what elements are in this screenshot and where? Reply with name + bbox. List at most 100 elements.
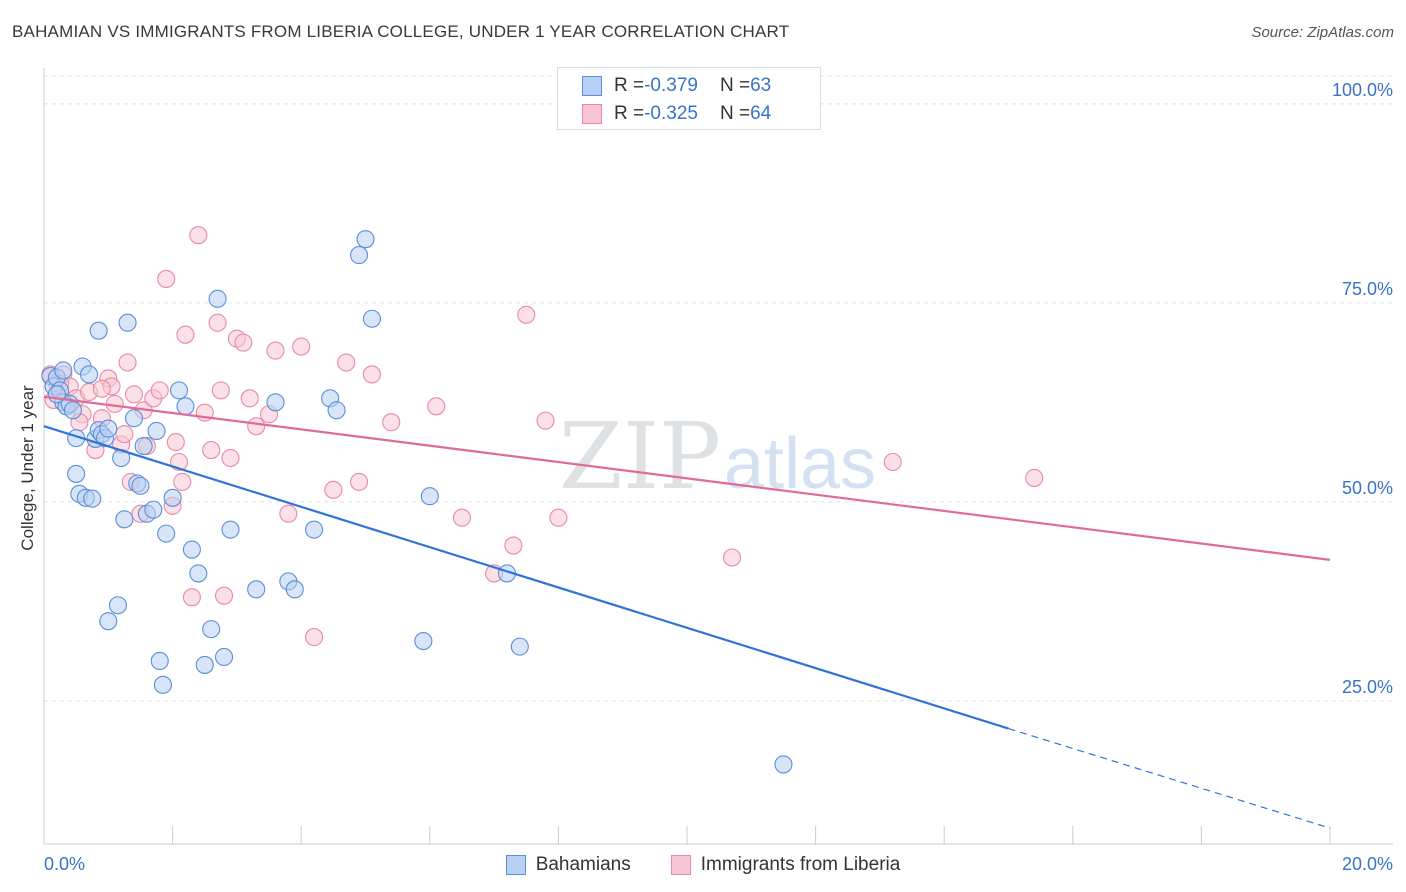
bahamian-point — [327, 401, 346, 420]
bahamian-point — [124, 409, 144, 428]
liberia-point — [118, 353, 137, 372]
r-value: -0.325 — [644, 103, 698, 124]
bahamian-point — [63, 401, 82, 420]
bahamian-point — [83, 489, 102, 508]
liberia-point — [536, 411, 555, 430]
liberia-point — [189, 226, 208, 245]
bahamian-point — [189, 564, 208, 583]
bahamian-point — [54, 361, 73, 380]
liberia-point — [722, 548, 742, 567]
source-label: Source: ZipAtlas.com — [1251, 24, 1394, 41]
legend-row-liberia: R = -0.325 N = 64 — [582, 102, 771, 126]
liberia-point — [166, 433, 185, 452]
liberia-point — [883, 452, 902, 472]
series-legend: Bahamians Immigrants from Liberia — [0, 852, 1406, 878]
bahamian-trend-extension — [1008, 728, 1331, 829]
y-tick-label: 50.0% — [1342, 478, 1393, 498]
liberia-point — [279, 504, 298, 523]
bahamian-point — [169, 381, 189, 400]
bahamian-point — [350, 246, 369, 265]
bahamian-point — [214, 647, 234, 667]
legend-swatch-blue — [505, 855, 526, 875]
y-axis-label: College, Under 1 year — [18, 385, 37, 551]
liberia-point — [150, 381, 169, 400]
bahamian-trend-line — [43, 425, 1009, 730]
bahamian-point — [67, 464, 86, 483]
liberia-point — [452, 508, 472, 527]
legend-item-bahamians: Bahamians — [505, 854, 631, 876]
liberia-point — [427, 397, 446, 416]
bahamian-point — [510, 637, 529, 656]
bahamian-point — [150, 651, 169, 671]
liberia-point — [176, 325, 195, 344]
bahamian-point — [285, 580, 304, 599]
liberia-point — [182, 588, 201, 607]
x-tick-label-max: 20.0% — [1342, 854, 1393, 874]
bahamian-point — [99, 612, 118, 631]
bahamian-point — [153, 675, 173, 694]
bahamian-point — [89, 321, 108, 340]
watermark-zip: ZIP — [559, 403, 721, 510]
liberia-point — [350, 472, 369, 491]
trend-lines — [43, 395, 1331, 829]
bahamian-point — [134, 437, 153, 456]
bahamian-point — [108, 596, 127, 615]
chart-title: BAHAMIAN VS IMMIGRANTS FROM LIBERIA COLL… — [12, 22, 790, 41]
grid — [44, 75, 1393, 702]
legend-row-bahamians: R = -0.379 N = 63 — [582, 74, 771, 98]
liberia-point — [221, 448, 240, 468]
bahamian-point — [202, 620, 221, 639]
r-label: R = — [614, 103, 645, 124]
bahamian-point — [157, 524, 176, 543]
liberia-point — [362, 365, 381, 384]
bahamian-point — [305, 520, 324, 539]
y-tick-label: 25.0% — [1342, 677, 1393, 697]
axes — [43, 68, 1393, 845]
n-value: 64 — [750, 103, 772, 124]
y-tick-label: 75.0% — [1342, 279, 1393, 299]
bahamian-point — [131, 476, 150, 495]
bahamian-point — [79, 365, 99, 384]
liberia-point — [305, 628, 324, 647]
y-tick-labels: 25.0% 50.0% 75.0% 100.0% — [1332, 80, 1393, 697]
bahamian-point — [144, 500, 163, 519]
legend-swatch-pink — [670, 855, 691, 875]
liberia-point — [247, 417, 266, 436]
r-label: R = — [614, 75, 645, 96]
bahamian-point — [195, 655, 214, 674]
watermark-atlas: atlas — [724, 424, 876, 504]
liberia-point — [211, 381, 230, 400]
liberia-point — [202, 441, 221, 460]
legend-label-liberia: Immigrants from Liberia — [700, 854, 901, 875]
bahamian-point — [147, 421, 166, 441]
bahamian-point — [414, 632, 433, 651]
legend-swatch-pink — [582, 104, 602, 124]
liberia-point — [1025, 468, 1044, 487]
r-value: -0.379 — [644, 75, 698, 96]
legend-label-bahamians: Bahamians — [535, 854, 631, 875]
n-label: N = — [719, 103, 751, 124]
bahamian-point — [266, 393, 285, 412]
bahamian-point — [182, 540, 201, 559]
liberia-point — [157, 269, 176, 289]
n-label: N = — [719, 75, 751, 96]
liberia-point — [234, 333, 253, 352]
watermark: ZIP atlas — [559, 403, 876, 510]
bahamian-point — [356, 230, 375, 249]
liberia-point — [549, 508, 568, 527]
liberia-point — [504, 536, 523, 555]
liberia-point — [214, 586, 234, 605]
liberia-point — [292, 337, 311, 356]
bahamian-point — [163, 488, 182, 507]
liberia-point — [208, 313, 227, 332]
liberia-point — [124, 385, 144, 404]
bahamian-point — [118, 313, 137, 332]
correlation-legend: R = -0.379 N = 63 R = -0.325 N = 64 — [557, 67, 821, 130]
liberia-point — [382, 413, 401, 432]
liberia-point — [240, 389, 259, 408]
x-tick-label-min: 0.0% — [44, 854, 85, 874]
bahamian-point — [774, 755, 793, 774]
y-tick-label: 100.0% — [1332, 80, 1393, 100]
bahamian-point — [176, 397, 195, 416]
liberia-point — [115, 425, 134, 444]
